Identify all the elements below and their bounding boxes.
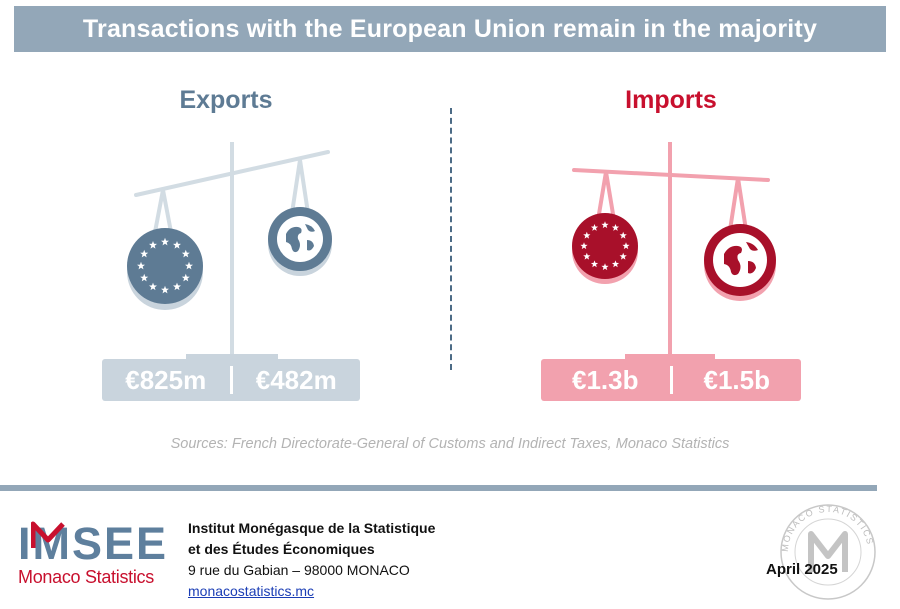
organization-info: Institut Monégasque de la Statistique et… [188,518,435,602]
eu-star-icon [619,231,627,239]
imports-world-value: €1.5b [703,364,771,395]
eu-flag-icon [572,213,638,284]
eu-star-icon [181,273,190,282]
exports-balance-scale-icon [127,142,332,364]
value-separator [669,366,673,394]
org-address: 9 rue du Gabian – 98000 MONACO [188,562,410,578]
exports-title: Exports [179,86,273,114]
imsee-logo: IMSEE Monaco Statistics [18,518,178,588]
imports-values-box: €1.3b €1.5b [541,359,801,401]
eu-star-icon [601,263,609,271]
eu-star-icon [583,252,591,260]
imports-balance-scale-icon [572,142,776,364]
page-title: Transactions with the European Union rem… [14,6,886,52]
footer-divider [0,485,877,491]
exports-values-box: €825m €482m [102,359,360,401]
eu-star-icon [173,282,181,291]
panel-divider [450,108,452,370]
value-separator [229,366,233,394]
globe-icon [268,207,332,276]
eu-star-icon [619,252,627,260]
eu-star-icon [583,231,591,239]
eu-star-icon [590,260,599,268]
imports-eu-value: €1.3b [572,364,639,395]
eu-star-icon [149,241,157,249]
eu-flag-icon [127,228,203,310]
eu-star-icon [601,221,609,229]
eu-star-icon [611,260,620,268]
eu-star-icon [161,237,169,246]
imports-title: Imports [625,86,717,114]
eu-star-icon [185,261,193,270]
publication-date: April 2025 [766,561,838,578]
exports-world-value: €482m [255,364,337,395]
org-name-line1: Institut Monégasque de la Statistique [188,520,436,536]
exports-eu-value: €825m [125,364,207,395]
eu-star-icon [580,242,588,250]
eu-star-icon [622,242,630,250]
eu-star-icon [611,224,620,231]
eu-star-icon [590,224,599,231]
eu-star-icon [140,273,149,282]
eu-star-icon [149,282,157,291]
logo-wordmark: IMSEE [18,518,169,569]
stamp-text: MONACO STATISTICS [780,504,874,552]
logo-mark-icon [31,521,65,548]
website-link[interactable]: monacostatistics.mc [188,583,315,599]
svg-text:MONACO STATISTICS: MONACO STATISTICS [780,504,876,552]
org-name-line2: et des Études Économiques [188,541,375,557]
globe-icon [704,224,776,301]
eu-star-icon [140,249,149,258]
eu-star-icon [173,241,181,249]
eu-star-icon [137,261,145,270]
eu-star-icon [181,249,190,258]
logo-subtitle: Monaco Statistics [18,567,154,587]
monaco-statistics-stamp: MONACO STATISTICS [780,504,876,600]
eu-star-icon [161,285,169,294]
sources-note: Sources: French Directorate-General of C… [170,436,730,452]
